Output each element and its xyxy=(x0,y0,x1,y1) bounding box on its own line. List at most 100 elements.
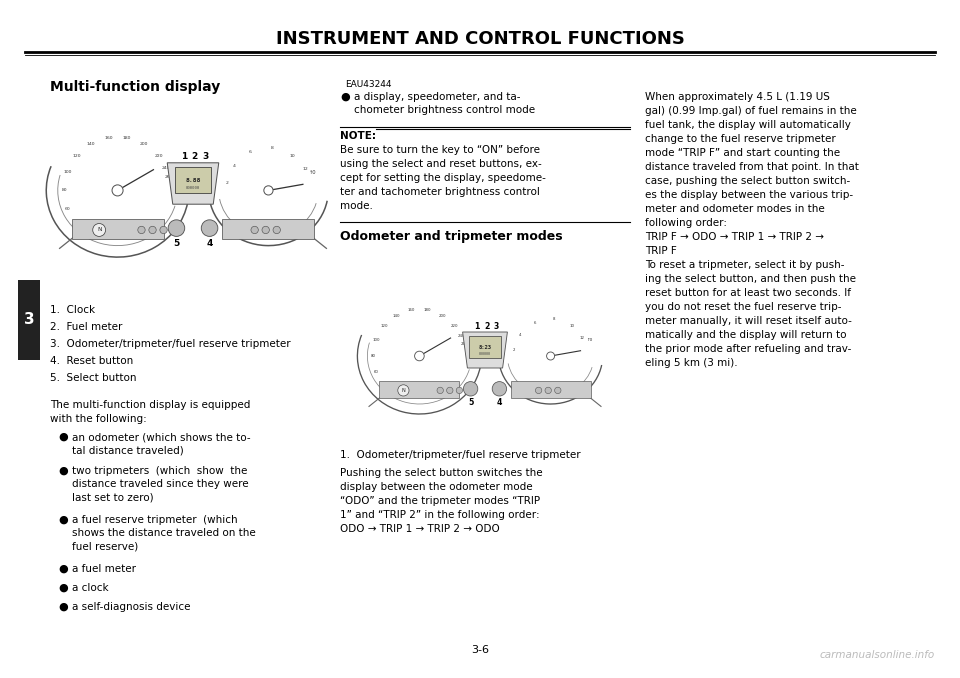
Text: 000000: 000000 xyxy=(186,186,200,190)
Text: 1: 1 xyxy=(474,322,480,331)
Text: 4: 4 xyxy=(206,239,213,248)
Circle shape xyxy=(546,352,555,360)
Text: ●: ● xyxy=(58,564,68,574)
Circle shape xyxy=(160,226,167,234)
Text: 80: 80 xyxy=(371,354,375,358)
Text: 260: 260 xyxy=(461,342,468,346)
FancyBboxPatch shape xyxy=(175,167,211,193)
Text: ●: ● xyxy=(340,92,349,102)
Text: 160: 160 xyxy=(408,308,415,313)
Text: a clock: a clock xyxy=(72,583,108,593)
Text: 8: 8 xyxy=(553,317,555,321)
FancyBboxPatch shape xyxy=(469,336,501,359)
Text: 200: 200 xyxy=(140,142,149,146)
Text: 220: 220 xyxy=(451,324,459,328)
Text: carmanualsonline.info: carmanualsonline.info xyxy=(820,650,935,660)
Circle shape xyxy=(112,185,123,196)
Text: 180: 180 xyxy=(423,308,431,313)
Circle shape xyxy=(264,186,273,195)
Text: 120: 120 xyxy=(380,324,388,328)
Text: 4: 4 xyxy=(519,333,521,337)
Text: 3: 3 xyxy=(493,322,499,331)
Text: 200: 200 xyxy=(439,314,446,318)
Text: ↑0: ↑0 xyxy=(586,338,592,342)
Polygon shape xyxy=(463,332,508,368)
Circle shape xyxy=(456,387,463,394)
Text: 2: 2 xyxy=(192,152,198,161)
Text: 5.  Select button: 5. Select button xyxy=(50,373,136,383)
Text: 6: 6 xyxy=(249,150,252,154)
Text: ●: ● xyxy=(58,583,68,593)
Text: 3.  Odometer/tripmeter/fuel reserve tripmeter: 3. Odometer/tripmeter/fuel reserve tripm… xyxy=(50,339,291,349)
FancyBboxPatch shape xyxy=(379,381,460,399)
Text: a fuel reserve tripmeter  (which
shows the distance traveled on the
fuel reserve: a fuel reserve tripmeter (which shows th… xyxy=(72,515,255,551)
Circle shape xyxy=(138,226,145,234)
Circle shape xyxy=(464,382,478,396)
Text: 2: 2 xyxy=(484,322,490,331)
Text: 80: 80 xyxy=(61,188,67,193)
Circle shape xyxy=(536,387,541,394)
Text: ●: ● xyxy=(58,515,68,525)
Circle shape xyxy=(202,220,218,237)
Circle shape xyxy=(273,226,280,234)
Text: 3: 3 xyxy=(203,152,209,161)
Circle shape xyxy=(492,382,507,396)
Text: 100: 100 xyxy=(372,338,379,342)
Text: 60: 60 xyxy=(64,207,70,211)
Circle shape xyxy=(168,220,184,237)
Text: 60: 60 xyxy=(373,370,378,374)
Text: 000000: 000000 xyxy=(479,352,491,355)
Text: 8: 8 xyxy=(271,146,274,151)
Text: 100: 100 xyxy=(63,170,72,174)
Polygon shape xyxy=(167,163,219,204)
Text: 8.88: 8.88 xyxy=(185,178,201,183)
Text: 120: 120 xyxy=(72,154,81,158)
Text: 12: 12 xyxy=(580,336,585,340)
Text: 10: 10 xyxy=(290,154,296,158)
Text: 140: 140 xyxy=(86,142,95,146)
Text: ●: ● xyxy=(58,432,68,442)
Text: 180: 180 xyxy=(123,136,131,140)
Text: two tripmeters  (which  show  the
distance traveled since they were
last set to : two tripmeters (which show the distance … xyxy=(72,466,249,502)
Text: 140: 140 xyxy=(393,314,400,318)
Text: a fuel meter: a fuel meter xyxy=(72,564,136,574)
Text: 5: 5 xyxy=(468,398,473,407)
Circle shape xyxy=(555,387,561,394)
Text: The multi-function display is equipped
with the following:: The multi-function display is equipped w… xyxy=(50,400,251,424)
Text: a self-diagnosis device: a self-diagnosis device xyxy=(72,602,190,612)
Text: 3: 3 xyxy=(24,313,35,327)
Text: 12: 12 xyxy=(302,167,308,172)
Circle shape xyxy=(262,226,270,234)
Text: 220: 220 xyxy=(155,154,162,158)
Text: 240: 240 xyxy=(161,166,170,170)
Circle shape xyxy=(545,387,551,394)
Text: N: N xyxy=(401,388,405,393)
Text: Multi-function display: Multi-function display xyxy=(50,80,220,94)
Text: an odometer (which shows the to-
tal distance traveled): an odometer (which shows the to- tal dis… xyxy=(72,432,251,455)
Text: 5: 5 xyxy=(174,239,180,248)
FancyBboxPatch shape xyxy=(72,219,163,239)
Text: ●: ● xyxy=(58,602,68,612)
Circle shape xyxy=(93,224,106,237)
Text: 1.  Clock: 1. Clock xyxy=(50,305,95,315)
Text: INSTRUMENT AND CONTROL FUNCTIONS: INSTRUMENT AND CONTROL FUNCTIONS xyxy=(276,30,684,48)
Text: 2: 2 xyxy=(513,348,516,352)
Circle shape xyxy=(437,387,444,394)
Text: 2: 2 xyxy=(226,181,228,185)
Text: 1.  Odometer/tripmeter/fuel reserve tripmeter: 1. Odometer/tripmeter/fuel reserve tripm… xyxy=(340,450,581,460)
Text: 2.  Fuel meter: 2. Fuel meter xyxy=(50,322,122,332)
Text: 4.  Reset button: 4. Reset button xyxy=(50,356,133,366)
Text: 4: 4 xyxy=(496,398,502,407)
Text: a display, speedometer, and ta-
chometer brightness control mode: a display, speedometer, and ta- chometer… xyxy=(354,92,535,115)
Text: 10: 10 xyxy=(569,324,574,328)
FancyBboxPatch shape xyxy=(18,280,40,360)
Text: Pushing the select button switches the
display between the odometer mode
“ODO” a: Pushing the select button switches the d… xyxy=(340,468,542,534)
Text: 6: 6 xyxy=(534,321,537,325)
Circle shape xyxy=(251,226,258,234)
Text: ●: ● xyxy=(58,466,68,476)
Text: 260: 260 xyxy=(165,175,174,178)
Text: ↑0: ↑0 xyxy=(309,170,317,174)
Text: When approximately 4.5 L (1.19 US
gal) (0.99 Imp.gal) of fuel remains in the
fue: When approximately 4.5 L (1.19 US gal) (… xyxy=(645,92,859,368)
FancyBboxPatch shape xyxy=(511,381,590,399)
Text: 1: 1 xyxy=(180,152,187,161)
